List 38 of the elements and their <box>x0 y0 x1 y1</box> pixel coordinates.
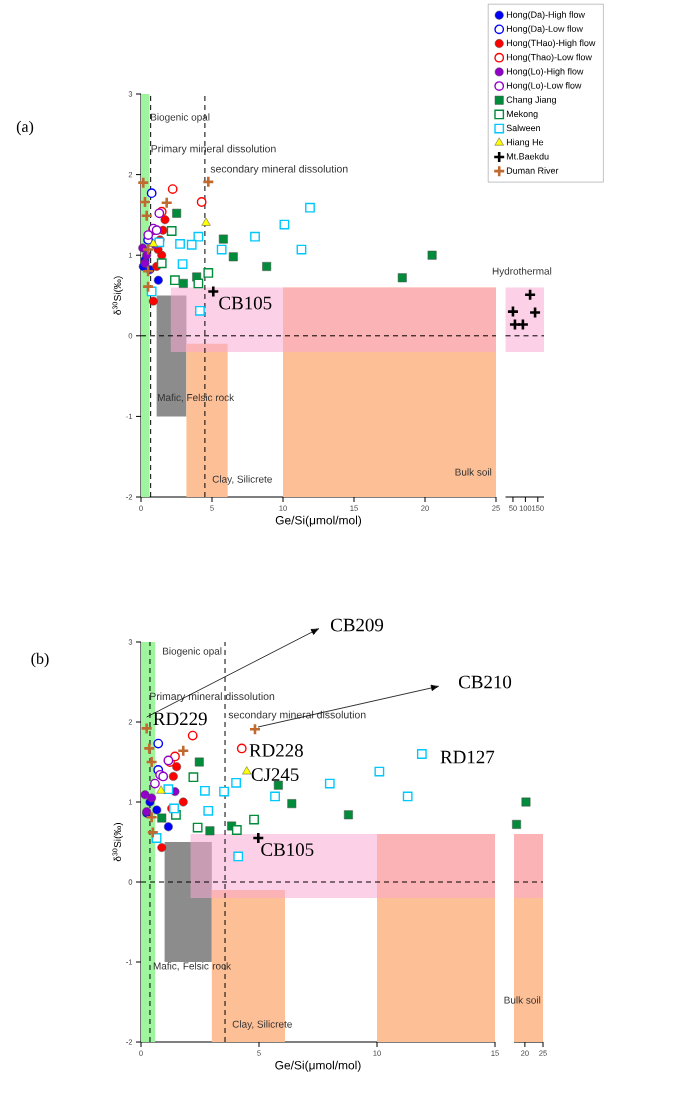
legend-label: Hong(Lo)-High flow <box>506 67 584 77</box>
ref-line-label: secondary mineral dissolution <box>210 164 348 175</box>
legend-label: Chang Jiang <box>506 96 556 105</box>
y-axis-title: δ$^{30}$Si(‰) <box>112 276 123 315</box>
legend-label: Hong(Da)-High flow <box>506 11 585 20</box>
annotation: CB210 <box>458 675 512 689</box>
annotation: Biogenic opal <box>163 647 222 657</box>
annotation: Bulk soil <box>504 996 541 1004</box>
x-axis-title: Ge/Si(μmol/mol) <box>275 1060 361 1072</box>
legend-label: Hiang He <box>506 138 544 148</box>
y-axis-title: δ$^{30}$Si(‰) <box>112 823 123 862</box>
annotation: Biogenic opal <box>151 113 210 123</box>
annotation: Hydrothermal <box>492 267 552 277</box>
annotation: Mafic, Felsic rock <box>153 962 232 971</box>
legend-label: Hong(Da)-Low flow <box>506 25 583 34</box>
text: CB209 <box>330 618 384 632</box>
annotation: Clay, Silicrete <box>212 475 272 485</box>
annotation: RD229 <box>153 712 207 726</box>
annotation: RD228 <box>249 744 303 757</box>
legend-label: Mekong <box>506 110 538 119</box>
legend-label: Salween <box>506 124 540 132</box>
legend-label: Hong(Thao)-Low flow <box>506 53 592 63</box>
legend-label: Hong(THao)-High flow <box>506 39 596 48</box>
annotation: CB105 <box>261 843 314 856</box>
legend-label: Mt.Baekdu <box>506 152 549 160</box>
ref-line-label: secondary mineral dissolution <box>228 710 366 721</box>
annotation: CJ245 <box>251 768 299 781</box>
legend-label: Hong(Lo)-Low flow <box>506 82 582 91</box>
ref-line-label: Primary mineral dissolution <box>151 144 276 155</box>
text: (a) <box>16 120 34 136</box>
text: (b) <box>31 652 49 668</box>
annotation: Clay, Silicrete <box>232 1020 292 1030</box>
legend-label: Duman River <box>506 167 559 174</box>
annotation: CB105 <box>219 296 272 310</box>
annotation: Bulk soil <box>455 468 492 476</box>
x-axis-title: Ge/Si(μmol/mol) <box>275 515 362 527</box>
annotation: RD127 <box>440 750 495 764</box>
annotation: Mafic, Felsic rock <box>158 393 235 403</box>
